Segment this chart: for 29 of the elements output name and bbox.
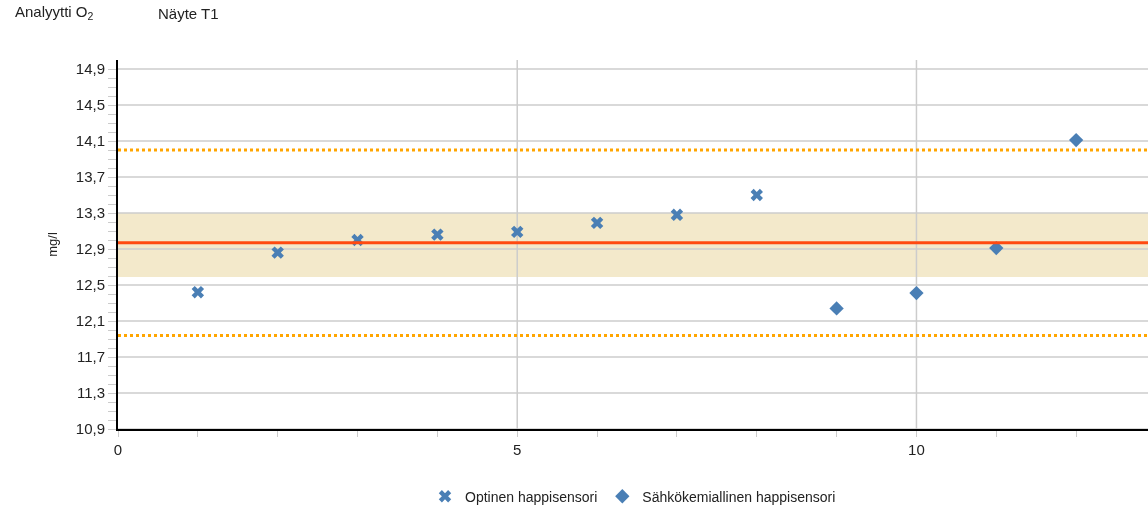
point <box>511 225 524 239</box>
y-tick-label: 14,9 <box>75 60 105 78</box>
y-tick-label: 13,7 <box>75 168 105 186</box>
point <box>670 208 684 222</box>
point <box>829 301 844 316</box>
point <box>590 216 604 230</box>
y-tick-label: 12,5 <box>75 276 105 294</box>
y-tick-label: 11,7 <box>76 348 105 366</box>
point <box>750 188 763 202</box>
y-axis-title: mg/l <box>45 232 61 257</box>
point <box>909 285 924 301</box>
point <box>271 246 284 259</box>
point <box>191 285 205 299</box>
point <box>1068 132 1084 148</box>
legend-label: Optinen happisensori <box>465 488 598 505</box>
chart-title: Analyytti O$_{2}$ <box>15 3 94 23</box>
x-tick-label: 0 <box>113 441 123 458</box>
y-tick-label: 13,3 <box>75 204 105 222</box>
y-tick-label: 10,9 <box>75 420 105 438</box>
y-tick-label: 14,1 <box>75 132 105 150</box>
y-tick-label: 14,5 <box>75 96 105 114</box>
y-tick-label: 11,3 <box>76 384 105 402</box>
legend-label: Sähkökemiallinen happisensori <box>642 488 836 505</box>
x-tick-label: 10 <box>908 441 925 458</box>
x-tick-label: 5 <box>513 441 522 458</box>
y-tick-label: 12,1 <box>75 312 105 330</box>
y-tick-label: 12,9 <box>75 240 105 258</box>
point <box>431 228 444 241</box>
chart-subtitle: Näyte T1 <box>158 5 219 22</box>
